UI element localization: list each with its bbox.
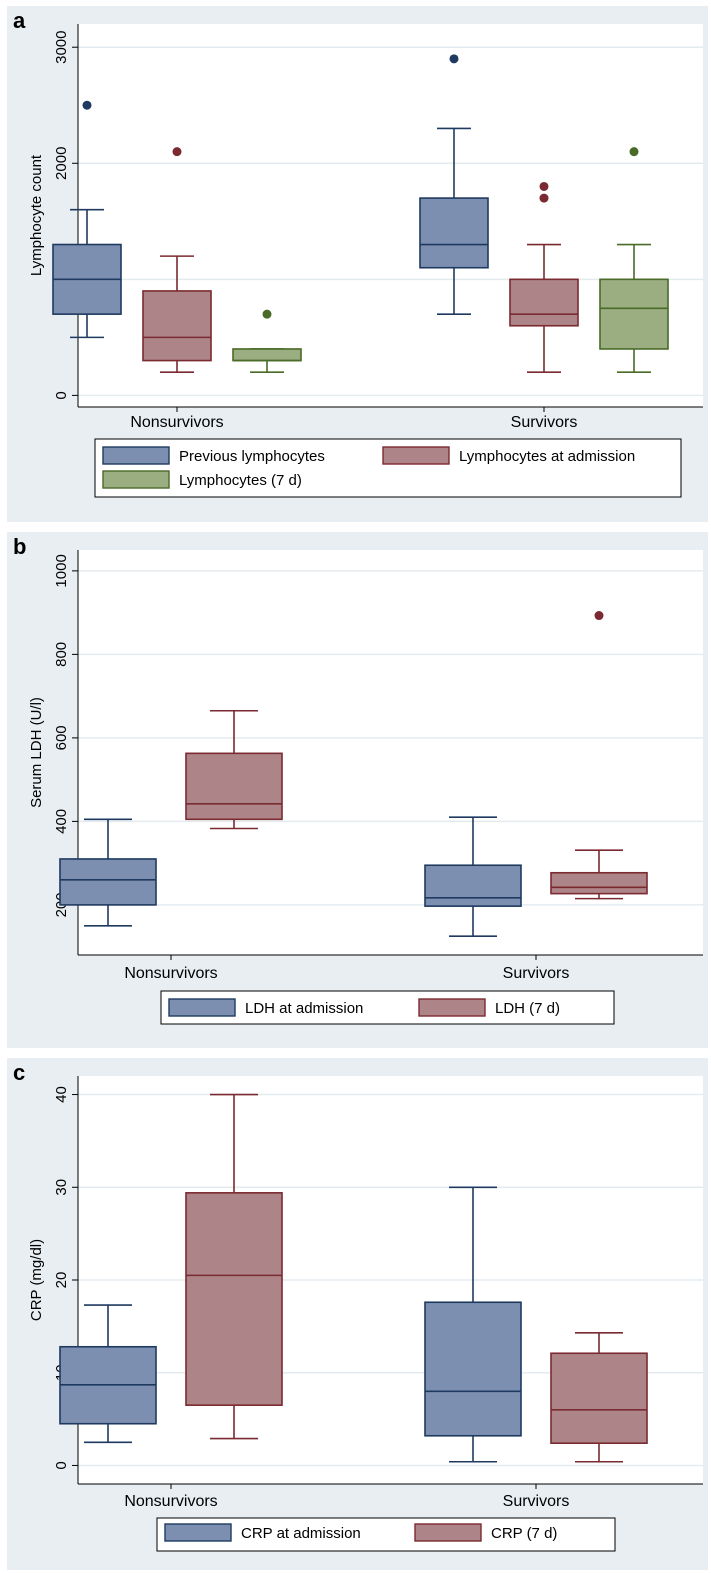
box-crp-at-admission-nonsurvivors <box>59 1304 157 1444</box>
box-iqr <box>509 278 579 327</box>
legend-key <box>164 1523 232 1542</box>
legend-label: Previous lymphocytes <box>179 448 325 465</box>
box-ldh-at-admission-survivors <box>424 816 522 938</box>
lymphocyte-boxplot: 0100020003000Lymphocyte countNonsurvivor… <box>28 24 703 498</box>
box-iqr <box>599 278 669 350</box>
legend-key <box>418 998 486 1017</box>
outlier-point <box>629 147 639 157</box>
box-crp-7-d--survivors <box>550 1332 648 1463</box>
outlier-point <box>449 54 459 64</box>
y-tick-label: 400 <box>53 809 70 834</box>
y-axis-label: Serum LDH (U/l) <box>28 697 45 808</box>
legend-key <box>382 446 450 465</box>
box-crp-at-admission-survivors <box>424 1186 522 1463</box>
outlier-point <box>82 100 92 110</box>
box-iqr <box>185 1192 283 1406</box>
y-tick-label: 20 <box>53 1272 70 1289</box>
outlier-point <box>539 193 549 203</box>
category-label: Survivors <box>503 965 570 982</box>
box-iqr <box>424 1301 522 1437</box>
legend-key <box>102 470 170 489</box>
legend-box <box>156 1517 616 1552</box>
box-iqr <box>59 858 157 906</box>
y-tick-label: 2000 <box>53 147 70 180</box>
y-tick-label: 600 <box>53 725 70 750</box>
legend-box <box>160 990 615 1025</box>
y-axis-label: CRP (mg/dl) <box>28 1239 45 1321</box>
box-iqr <box>232 348 302 362</box>
crp-boxplot: 010203040CRP (mg/dl)NonsurvivorsSurvivor… <box>28 1076 703 1552</box>
box-iqr <box>142 290 212 362</box>
box-lymphocytes-at-admission-nonsurvivors <box>142 147 212 373</box>
y-tick-label: 40 <box>53 1086 70 1103</box>
y-tick-label: 30 <box>53 1179 70 1196</box>
box-lymphocytes-at-admission-survivors <box>509 181 579 373</box>
y-tick-label: 0 <box>53 391 70 399</box>
legend-label: Lymphocytes (7 d) <box>179 472 302 489</box>
category-label: Nonsurvivors <box>124 1493 217 1510</box>
box-iqr <box>550 871 648 895</box>
y-tick-label: 0 <box>53 1461 70 1469</box>
legend-label: Lymphocytes at admission <box>459 448 635 465</box>
box-iqr <box>419 197 489 269</box>
category-label: Survivors <box>511 414 578 431</box>
y-tick-label: 1000 <box>53 554 70 587</box>
box-crp-7-d--nonsurvivors <box>185 1093 283 1440</box>
legend-label: LDH (7 d) <box>495 1000 560 1017</box>
y-tick-label: 800 <box>53 642 70 667</box>
outlier-point <box>262 309 272 319</box>
y-axis-label: Lymphocyte count <box>28 154 45 276</box>
box-iqr <box>550 1352 648 1445</box>
category-label: Nonsurvivors <box>130 414 223 431</box>
panel-a: a 0100020003000Lymphocyte countNonsurviv… <box>7 6 708 522</box>
panel-label: a <box>13 8 26 33</box>
legend-key <box>102 446 170 465</box>
box-ldh-at-admission-nonsurvivors <box>59 818 157 927</box>
box-previous-lymphocytes-nonsurvivors <box>52 100 122 339</box>
box-iqr <box>424 864 522 907</box>
legend-key <box>414 1523 482 1542</box>
legend-key <box>168 998 236 1017</box>
box-lymphocytes-7-d--nonsurvivors <box>232 309 302 373</box>
category-label: Nonsurvivors <box>124 965 217 982</box>
box-lymphocytes-7-d--survivors <box>599 147 669 373</box>
panel-c: c 010203040CRP (mg/dl)NonsurvivorsSurviv… <box>7 1058 708 1570</box>
outlier-point <box>594 611 604 621</box>
box-ldh-7-d--nonsurvivors <box>185 709 283 830</box>
outlier-point <box>539 181 549 191</box>
legend-label: CRP at admission <box>241 1525 361 1542</box>
outlier-point <box>172 147 182 157</box>
category-label: Survivors <box>503 1493 570 1510</box>
box-previous-lymphocytes-survivors <box>419 54 489 315</box>
box-ldh-7-d--survivors <box>550 611 648 900</box>
panel-b: b 2004006008001000Serum LDH (U/l)Nonsurv… <box>7 532 708 1048</box>
ldh-boxplot: 2004006008001000Serum LDH (U/l)Nonsurviv… <box>28 550 703 1025</box>
legend-label: LDH at admission <box>245 1000 363 1017</box>
panel-label: c <box>13 1060 26 1085</box>
legend-label: CRP (7 d) <box>491 1525 557 1542</box>
panel-label: b <box>13 534 27 559</box>
y-tick-label: 3000 <box>53 31 70 64</box>
box-iqr <box>185 752 283 821</box>
